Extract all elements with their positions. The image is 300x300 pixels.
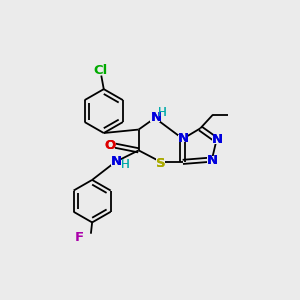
FancyBboxPatch shape xyxy=(207,156,217,163)
FancyBboxPatch shape xyxy=(212,136,221,144)
FancyBboxPatch shape xyxy=(156,158,165,166)
Text: S: S xyxy=(156,157,166,169)
Text: O: O xyxy=(105,139,116,152)
Text: H: H xyxy=(158,106,166,119)
Text: O: O xyxy=(105,139,116,152)
Text: N: N xyxy=(151,111,162,124)
Text: H: H xyxy=(121,158,130,171)
Text: H: H xyxy=(158,106,166,119)
Text: F: F xyxy=(75,231,84,244)
FancyBboxPatch shape xyxy=(106,142,114,149)
Text: N: N xyxy=(207,154,218,167)
Text: N: N xyxy=(111,155,122,168)
Text: N: N xyxy=(178,132,189,145)
FancyBboxPatch shape xyxy=(111,158,120,166)
FancyBboxPatch shape xyxy=(150,114,160,122)
Text: N: N xyxy=(207,154,218,167)
Text: N: N xyxy=(151,111,162,124)
Text: N: N xyxy=(178,132,189,145)
Text: N: N xyxy=(111,155,122,168)
Text: N: N xyxy=(212,133,223,146)
FancyBboxPatch shape xyxy=(178,135,188,142)
Text: H: H xyxy=(121,158,130,171)
Text: S: S xyxy=(156,157,166,169)
Text: N: N xyxy=(212,133,223,146)
Text: Cl: Cl xyxy=(93,64,107,77)
